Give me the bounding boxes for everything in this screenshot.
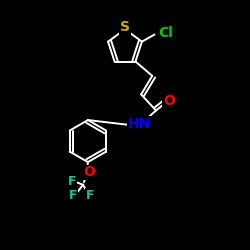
Text: S: S [120,20,130,34]
Text: F: F [68,175,77,188]
Text: O: O [83,166,95,179]
Text: F: F [86,189,94,202]
Text: Cl: Cl [158,26,173,40]
Text: HN: HN [128,117,151,131]
Text: F: F [69,189,78,202]
Text: O: O [163,94,175,108]
